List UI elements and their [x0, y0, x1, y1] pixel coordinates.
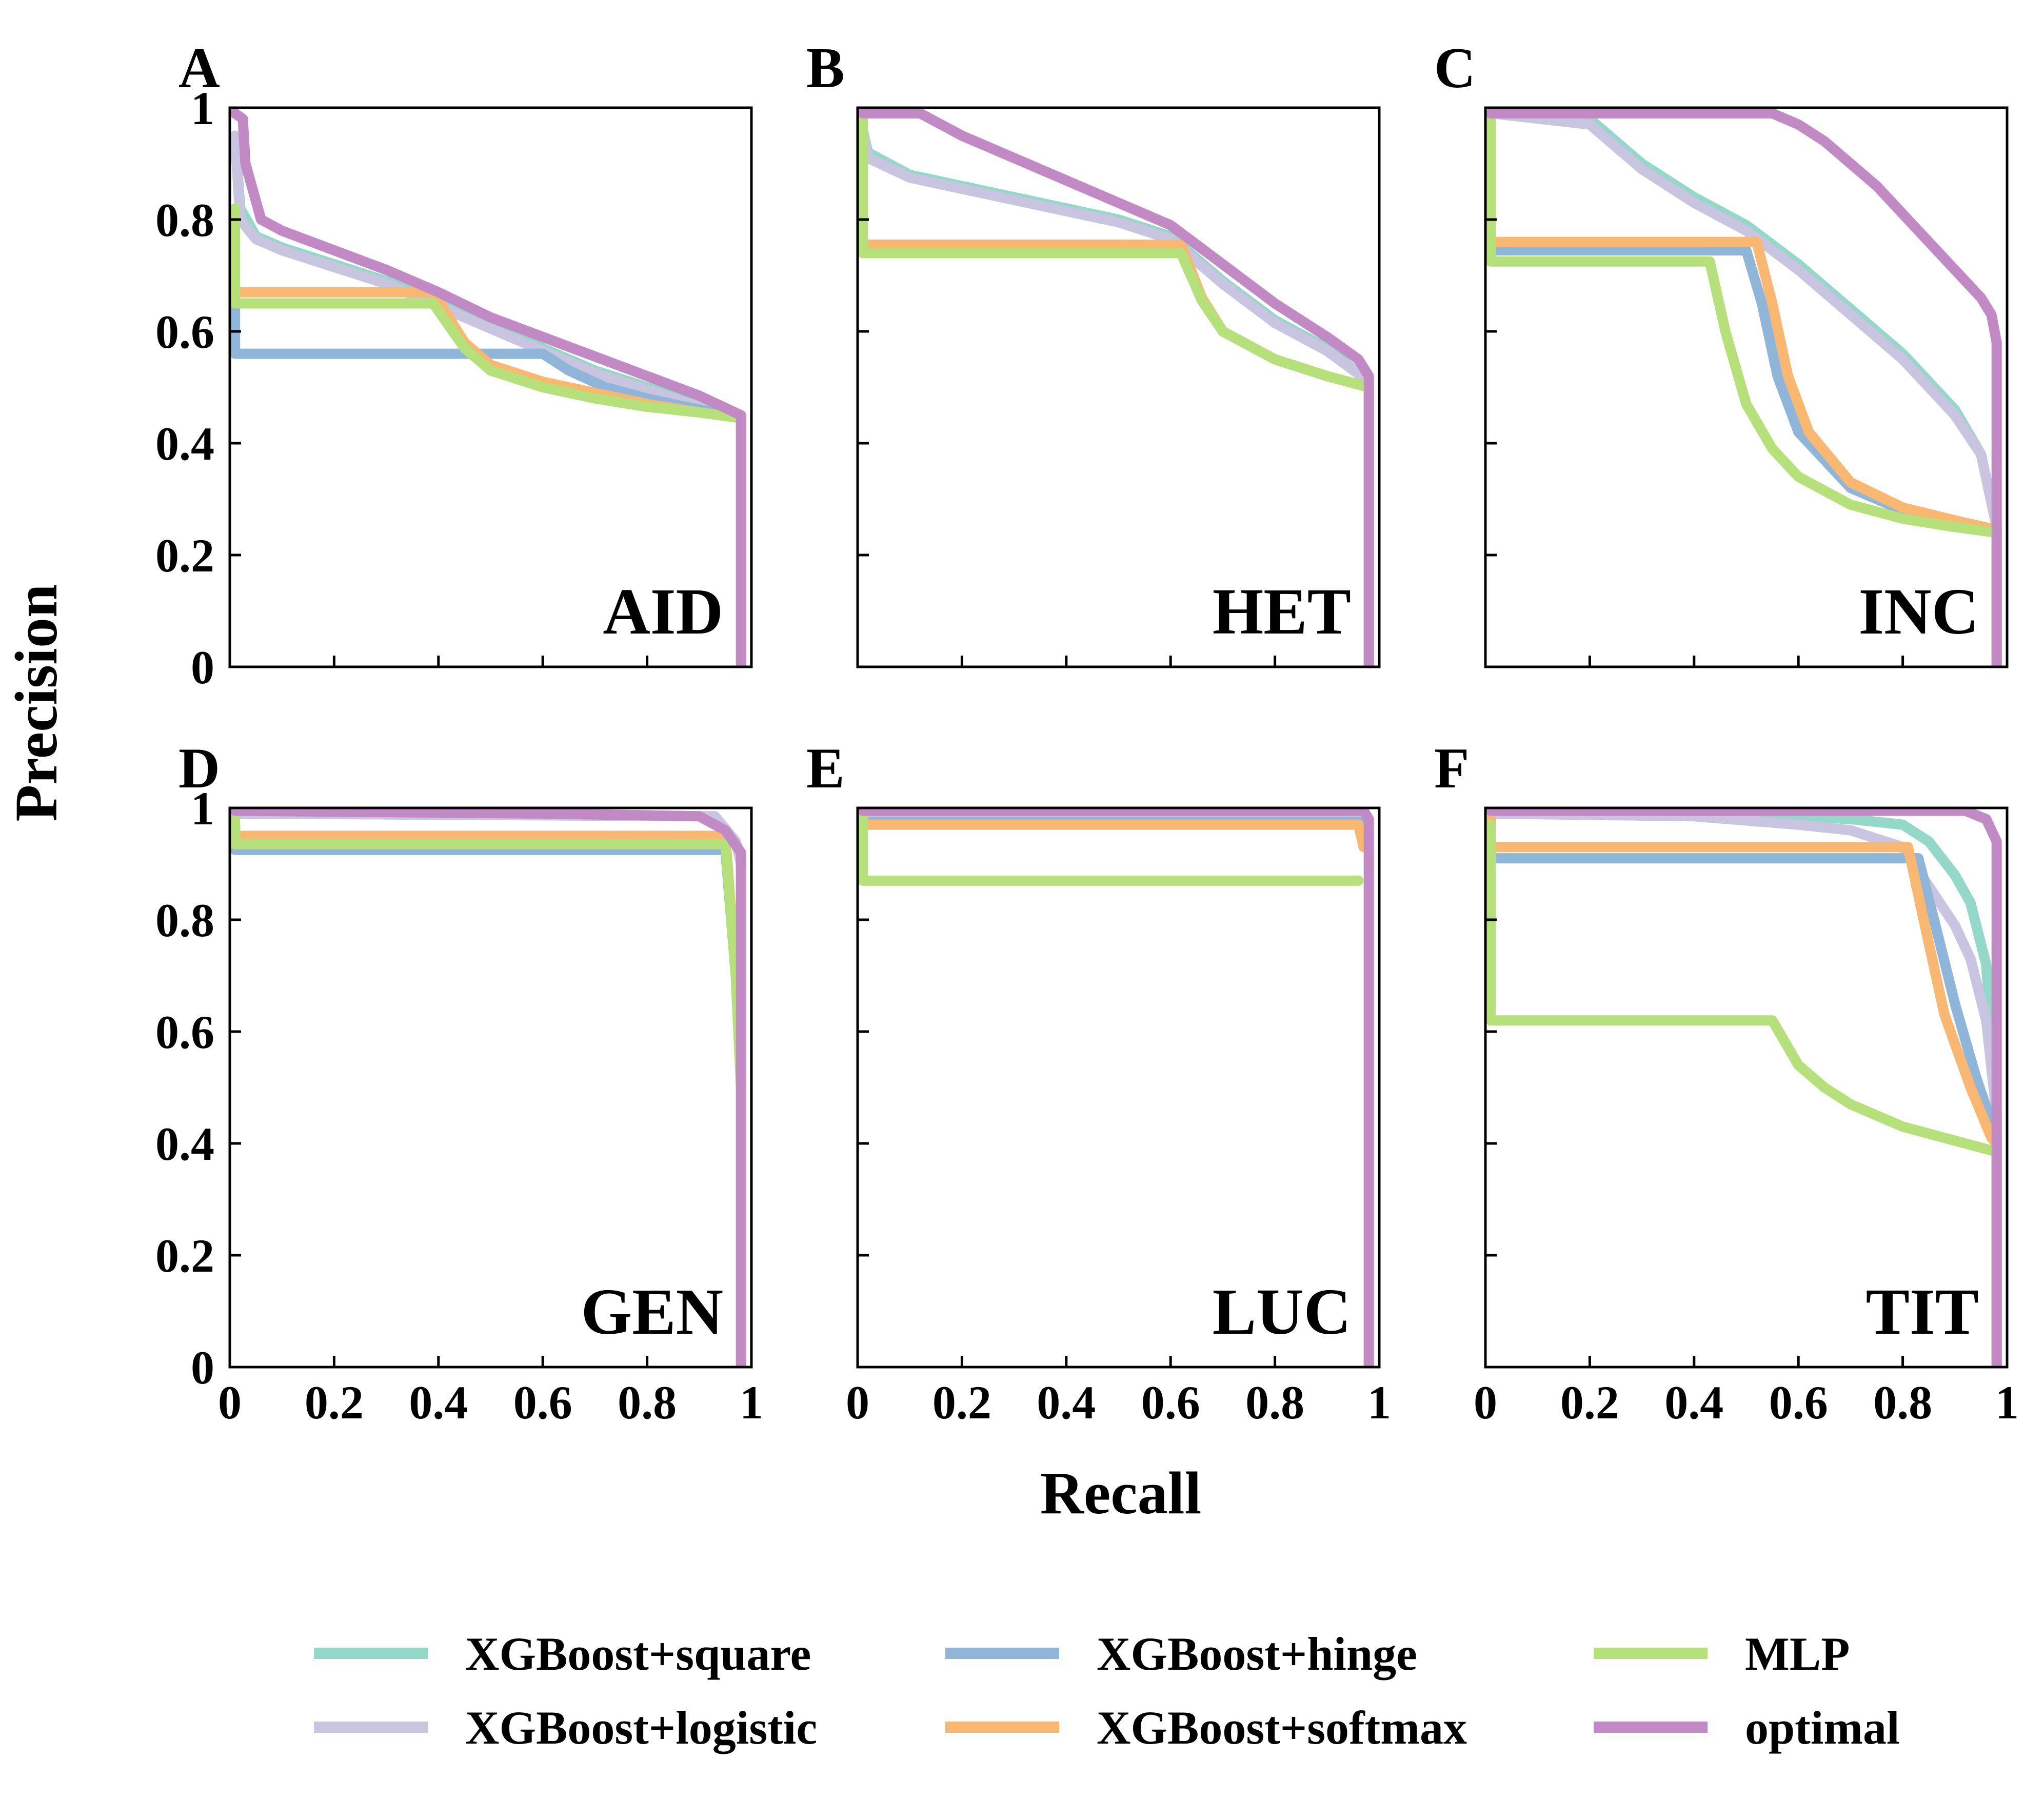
legend-item: XGBoost+logistic: [314, 1702, 817, 1754]
y-tick-label: 1: [191, 782, 214, 835]
chart-panel-b: B HET: [806, 36, 1381, 668]
legend-item: MLP: [1594, 1628, 1850, 1680]
panel-letter: F: [1434, 737, 1469, 800]
legend-item: XGBoost+square: [314, 1628, 811, 1680]
legend-label: XGBoost+logistic: [465, 1702, 817, 1754]
series-group: [230, 108, 746, 667]
series-line-mlp: [230, 814, 746, 1093]
x-tick-label: 0.2: [305, 1376, 364, 1429]
plot-frame: [1484, 106, 2009, 668]
series-group: [1485, 808, 2002, 1367]
panel-name: TIT: [1866, 1275, 1979, 1348]
series-line-xgboost-logistic: [1485, 108, 2002, 667]
y-tick-label: 0: [191, 1341, 214, 1394]
legend-label: XGBoost+square: [465, 1628, 811, 1680]
legend-label: optimal: [1745, 1702, 1900, 1754]
series-group: [230, 808, 746, 1367]
panel-letter: B: [806, 36, 845, 100]
series-line-optimal: [858, 108, 1374, 667]
plot-frame: [1484, 806, 2009, 1369]
x-tick-label: 0.6: [1141, 1376, 1200, 1429]
x-tick-label: 0: [846, 1376, 869, 1429]
y-tick-label: 0.6: [155, 1006, 214, 1058]
panel-letter: C: [1434, 36, 1476, 100]
x-tick-label: 1: [1995, 1376, 2019, 1429]
series-line-optimal: [230, 108, 746, 667]
legend-item: XGBoost+softmax: [945, 1702, 1467, 1754]
x-tick-label: 0.8: [1873, 1376, 1932, 1429]
y-tick-label: 0.4: [155, 418, 214, 470]
y-tick-label: 0.6: [155, 306, 214, 358]
y-tick-label: 0.4: [155, 1118, 214, 1170]
y-tick-label: 0.2: [155, 1230, 214, 1282]
x-tick-label: 0.6: [1769, 1376, 1828, 1429]
series-line-optimal: [1485, 108, 2002, 667]
x-axis-title: Recall: [1040, 1459, 1202, 1527]
series-line-mlp: [230, 203, 746, 667]
chart-panel-f: 0 0.2 0.4 0.6 0.8 1 F TIT: [1434, 737, 2019, 1429]
series-line-optimal: [1485, 808, 2002, 1367]
series-line-xgboost-softmax: [858, 811, 1369, 853]
panel-name: HET: [1213, 575, 1351, 648]
series-line-xgboost-softmax: [230, 819, 746, 1093]
panel-letter: E: [806, 737, 845, 800]
series-line-xgboost-logistic: [858, 125, 1374, 667]
x-tick-label: 0.2: [932, 1376, 991, 1429]
series-line-mlp: [858, 113, 1374, 667]
x-tick-label: 0.8: [618, 1376, 677, 1429]
panel-letter: D: [178, 737, 220, 800]
series-line-mlp: [858, 814, 1364, 886]
chart-panel-a: 0 0.2 0.4 0.6 0.8 1A AID: [155, 36, 753, 694]
x-tick-label: 1: [1367, 1376, 1391, 1429]
panel-name: INC: [1858, 575, 1979, 648]
x-tick-label: 0.4: [409, 1376, 468, 1429]
plot-frame: [228, 106, 753, 668]
legend-item: optimal: [1594, 1702, 1900, 1754]
chart-panel-e: 0 0.2 0.4 0.6 0.8 1 E LUC: [806, 737, 1391, 1429]
y-tick-label: 0: [191, 641, 214, 694]
y-tick-label: 1: [191, 82, 214, 134]
legend-label: MLP: [1745, 1628, 1850, 1680]
series-group: [858, 808, 1374, 1367]
y-axis-title: Precision: [3, 584, 70, 821]
series-group: [858, 108, 1374, 667]
x-tick-label: 0.2: [1560, 1376, 1619, 1429]
x-tick-label: 0: [218, 1376, 242, 1429]
y-tick-label: 0.2: [155, 529, 214, 582]
series-line-optimal: [858, 808, 1374, 1367]
series-line-mlp: [1485, 108, 2002, 667]
legend-label: XGBoost+hinge: [1097, 1628, 1417, 1680]
x-tick-label: 1: [740, 1376, 763, 1429]
legend-item: XGBoost+hinge: [945, 1628, 1417, 1680]
legend: XGBoost+square XGBoost+hinge MLP XGBoost+lo…: [314, 1628, 1900, 1754]
series-line-mlp: [1485, 819, 2002, 1367]
chart-panel-c: C INC: [1434, 36, 2009, 668]
panel-letter: A: [178, 36, 220, 100]
plot-frame: [856, 106, 1381, 668]
series-line-xgboost-hinge: [230, 819, 746, 1093]
plot-frame: [228, 806, 753, 1369]
panel-name: GEN: [581, 1275, 723, 1348]
panel-name: AID: [603, 575, 723, 648]
series-line-optimal: [230, 808, 746, 1367]
plot-frame: [856, 806, 1381, 1369]
x-tick-label: 0.8: [1245, 1376, 1304, 1429]
x-tick-label: 0.4: [1037, 1376, 1096, 1429]
x-tick-label: 0.6: [513, 1376, 572, 1429]
panel-name: LUC: [1213, 1275, 1351, 1348]
series-line-xgboost-softmax: [1485, 108, 2002, 667]
x-tick-label: 0.4: [1664, 1376, 1723, 1429]
legend-label: XGBoost+softmax: [1097, 1702, 1467, 1754]
y-tick-label: 0.8: [155, 194, 214, 246]
x-tick-label: 0: [1474, 1376, 1497, 1429]
y-tick-label: 0.8: [155, 894, 214, 946]
series-group: [1485, 108, 2002, 667]
